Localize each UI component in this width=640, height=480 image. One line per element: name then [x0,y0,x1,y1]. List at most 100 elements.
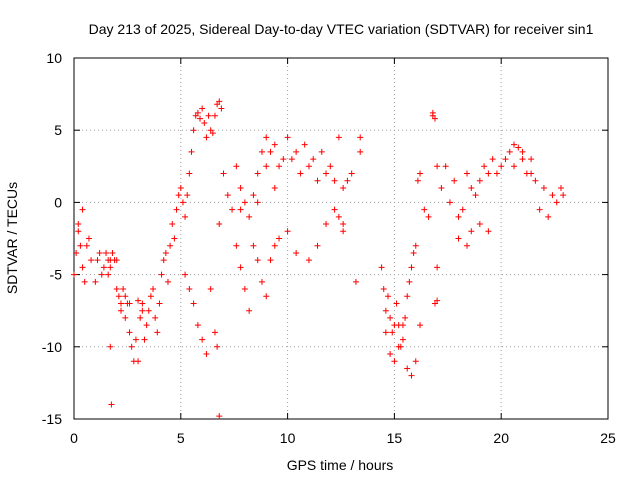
data-point [132,336,139,343]
data-point [73,249,80,256]
data-point [284,134,291,141]
data-point [85,235,92,242]
plot-frame [73,57,609,420]
data-point [545,213,552,220]
data-point [442,163,449,170]
data-point [182,271,189,278]
data-point [122,293,129,300]
data-point [237,184,244,191]
data-point [105,271,112,278]
data-point [186,170,193,177]
data-point [476,221,483,228]
data-point [216,221,223,228]
y-tick-label: 10 [46,50,62,66]
data-point [519,156,526,163]
data-point [511,163,518,170]
data-point [137,314,144,321]
data-point [305,257,312,264]
data-point [357,148,364,155]
data-point [288,156,295,163]
data-point [237,206,244,213]
data-point [553,199,560,206]
data-point [229,206,236,213]
data-point [431,115,438,122]
data-point [115,293,122,300]
data-point [122,314,129,321]
data-point [502,156,509,163]
data-point [506,148,513,155]
data-point [197,115,204,122]
grid-lines [74,58,608,419]
data-point [233,163,240,170]
data-point [117,300,124,307]
data-point [305,163,312,170]
data-point [139,300,146,307]
data-point [485,170,492,177]
data-point [216,98,223,105]
data-point [135,297,142,304]
data-point [156,300,163,307]
data-point [267,148,274,155]
data-point [335,213,342,220]
chart-title: Day 213 of 2025, Sidereal Day-to-day VTE… [89,21,594,37]
data-point [169,221,176,228]
data-point [323,170,330,177]
y-tick-label: 0 [54,194,62,210]
data-point [451,177,458,184]
data-point [455,213,462,220]
data-point [267,257,274,264]
data-point [177,184,184,191]
data-point [79,206,86,213]
data-point [94,257,101,264]
data-point [190,127,197,134]
data-point [549,192,556,199]
data-point [167,242,174,249]
data-point [158,271,165,278]
y-tick-labels: -15 -10 -5 0 5 10 [42,50,62,427]
data-point [434,163,441,170]
data-point [540,184,547,191]
data-point [511,141,518,148]
data-point [434,297,441,304]
data-point [205,112,212,119]
data-point [113,257,120,264]
data-point [263,293,270,300]
data-point [293,148,300,155]
data-point [429,109,436,116]
data-point [246,213,253,220]
data-point [318,148,325,155]
data-point [493,170,500,177]
data-point [519,148,526,155]
data-point [81,278,88,285]
data-point [408,264,415,271]
x-tick-label: 10 [280,430,296,446]
x-tick-labels: 0 5 10 15 20 25 [70,430,616,446]
data-point [199,336,206,343]
data-point [464,170,471,177]
data-point [340,184,347,191]
data-point [417,170,424,177]
data-point [446,199,453,206]
data-point [314,177,321,184]
y-tick-label: -10 [42,339,62,355]
data-point [241,286,248,293]
data-point [391,358,398,365]
y-tick-label: 5 [54,122,62,138]
data-point [107,343,114,350]
data-point [203,134,210,141]
data-point [211,329,218,336]
data-point [254,199,261,206]
data-point [100,264,107,271]
data-point [280,156,287,163]
data-point [382,329,389,336]
data-point [250,192,257,199]
x-tick-label: 20 [493,430,509,446]
data-point [164,278,171,285]
data-point [412,242,419,249]
data-point [77,242,84,249]
data-point [220,170,227,177]
data-point [83,242,90,249]
x-tick-label: 0 [70,430,78,446]
data-point [109,249,116,256]
data-point [108,401,115,408]
